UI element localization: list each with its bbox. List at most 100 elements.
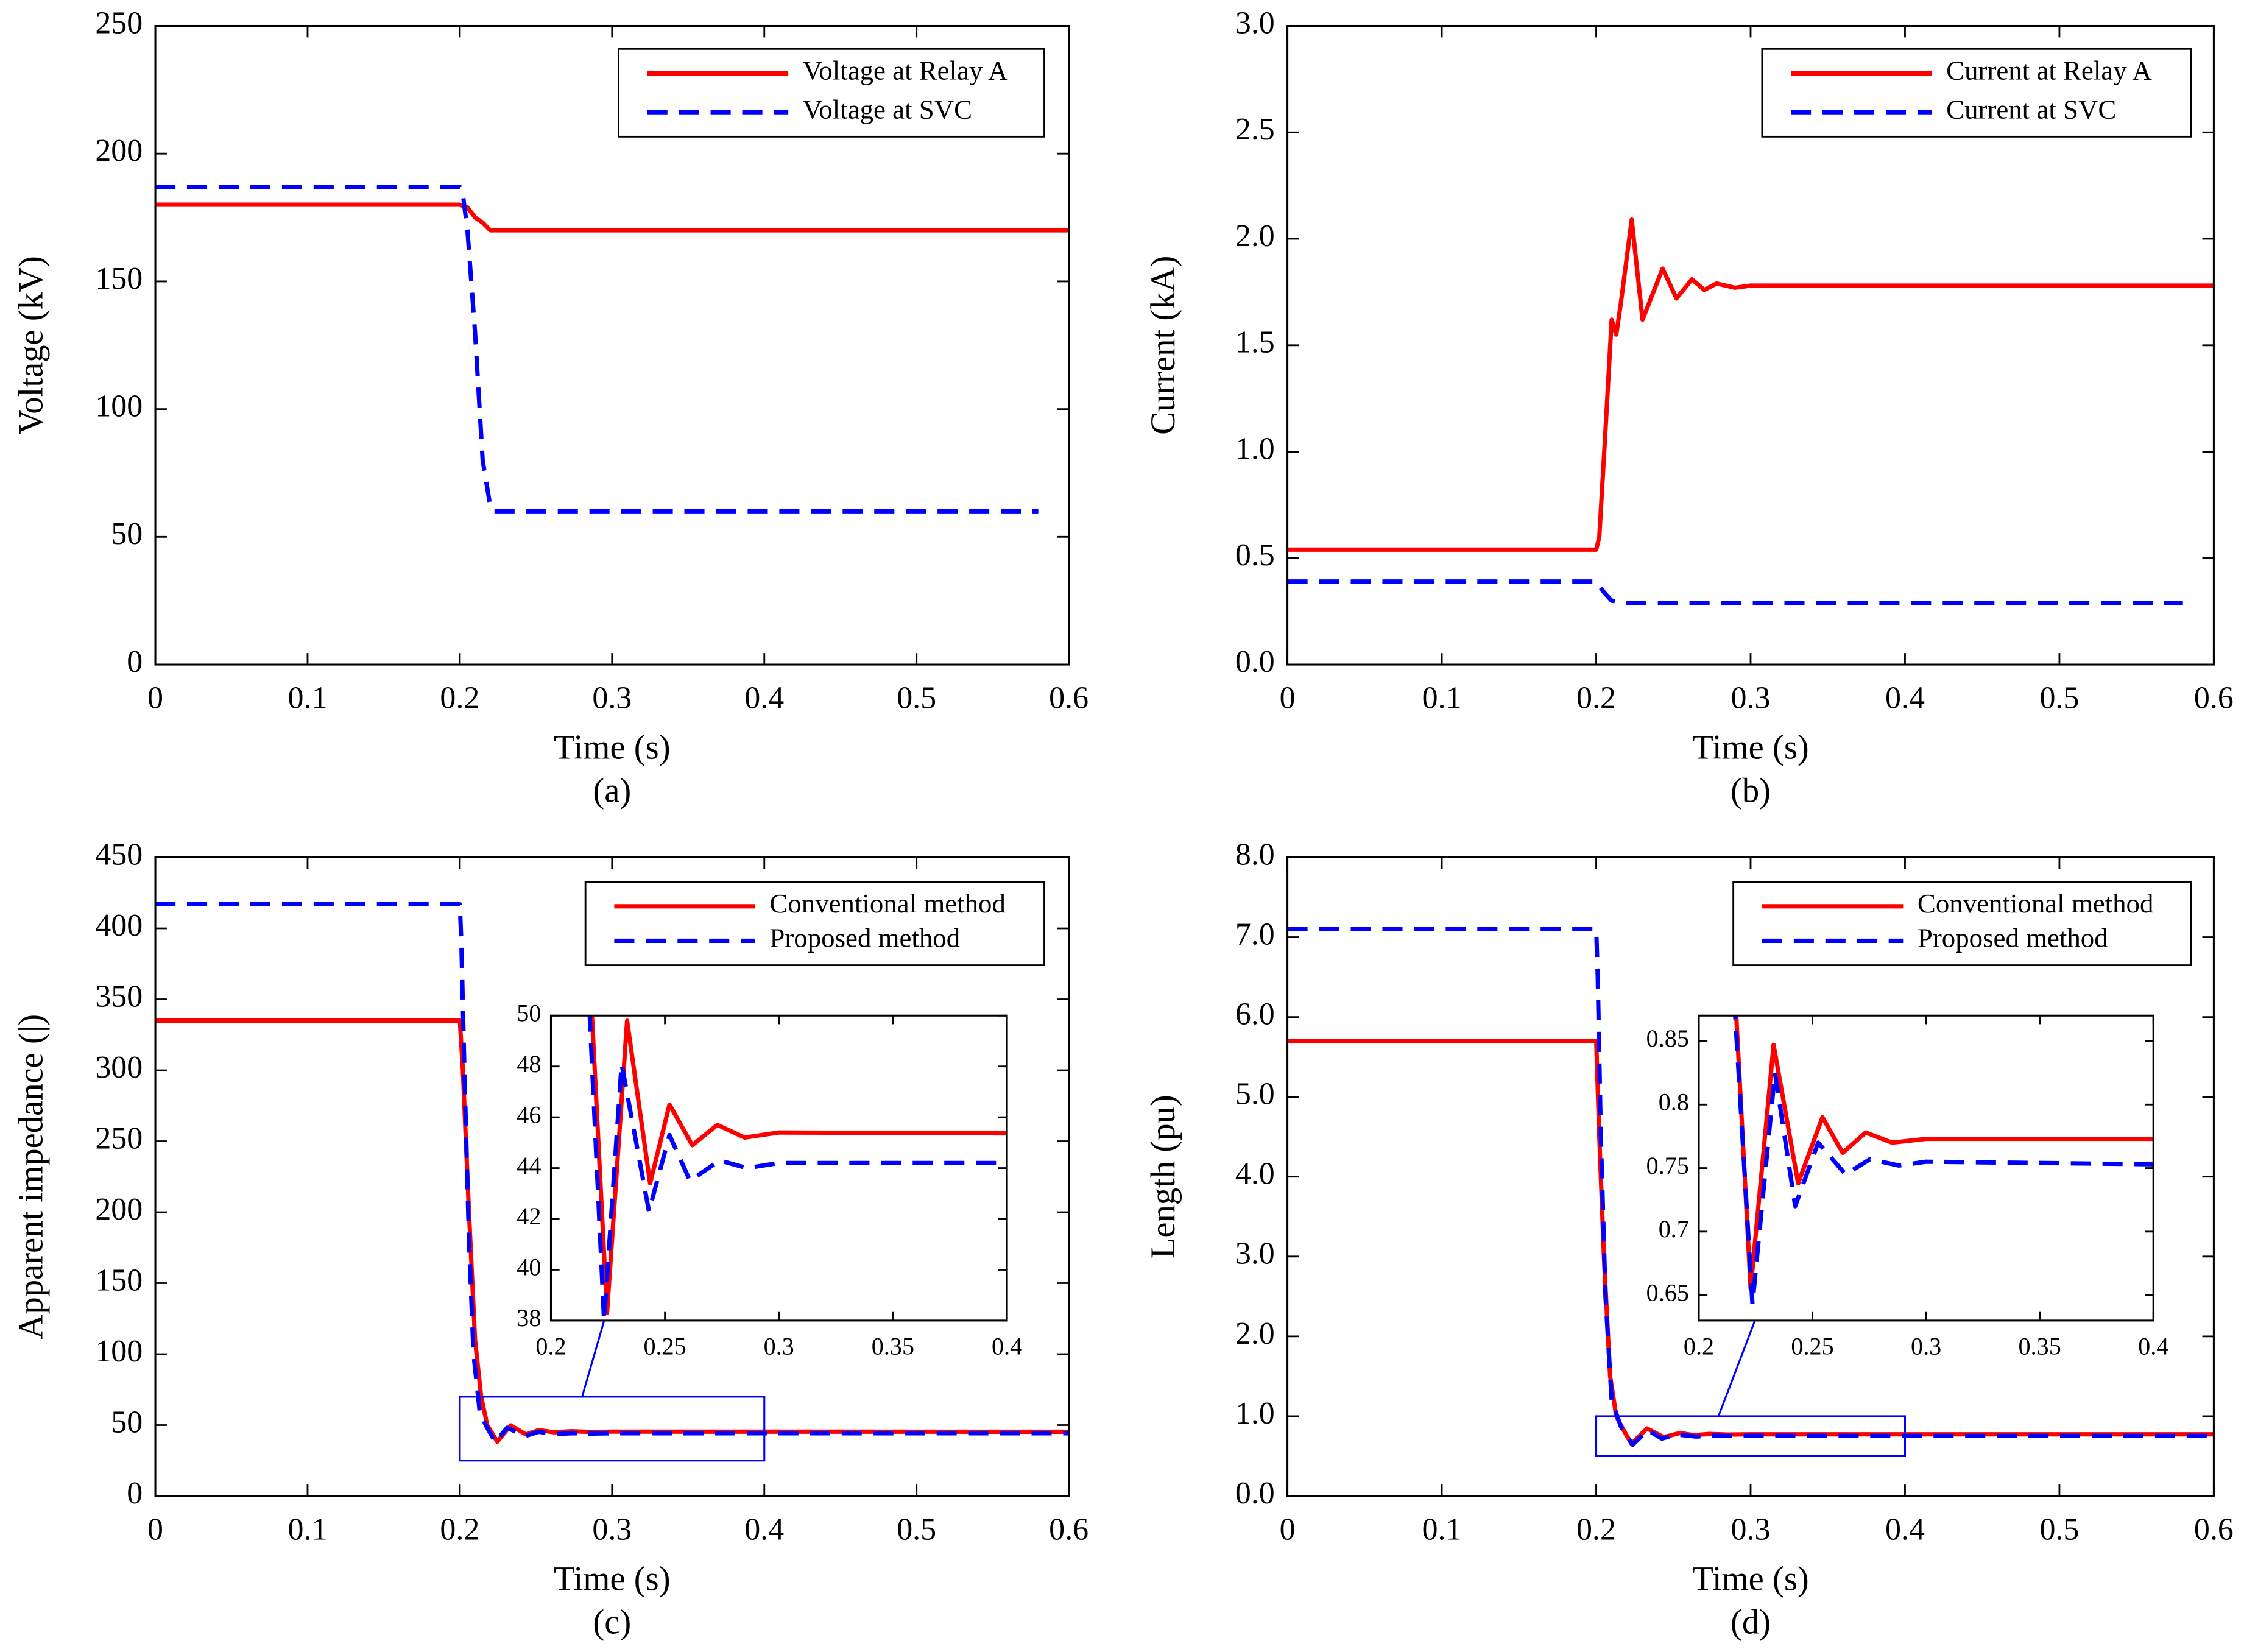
y-tick-label: 100 xyxy=(95,1334,143,1369)
y-tick-label: 44 xyxy=(517,1152,541,1179)
series-line xyxy=(155,902,1069,1445)
x-tick-label: 0.2 xyxy=(1576,681,1616,716)
x-tick-label: 0 xyxy=(147,681,163,716)
axes-frame xyxy=(1286,24,2215,666)
caption: (d) xyxy=(1731,1604,1771,1642)
x-axis-label: Time (s) xyxy=(554,729,671,767)
y-tick-label: 3.0 xyxy=(1235,5,1275,40)
x-tick-label: 0.5 xyxy=(2039,681,2079,716)
y-axis-label: Current (kA) xyxy=(1145,256,1182,435)
y-tick-label: 1.0 xyxy=(1235,431,1275,466)
y-tick-label: 3.0 xyxy=(1235,1237,1275,1271)
y-tick-label: 2.5 xyxy=(1235,112,1275,147)
axes-frame xyxy=(1698,1014,2154,1322)
y-tick-label: 0.5 xyxy=(1235,538,1275,573)
x-tick-label: 0.6 xyxy=(2194,681,2234,716)
x-tick-label: 0.4 xyxy=(1885,1513,1925,1547)
x-tick-label: 0.4 xyxy=(992,1332,1022,1360)
y-tick-label: 1.5 xyxy=(1235,325,1275,360)
y-tick-label: 0.85 xyxy=(1646,1025,1689,1052)
plot-area xyxy=(1698,1015,2154,1321)
zoom-box xyxy=(1595,1415,1906,1458)
x-tick-label: 0.4 xyxy=(2138,1332,2168,1360)
y-tick-label: 0.0 xyxy=(1235,644,1275,679)
series-line xyxy=(587,1015,1007,1321)
y-tick-label: 0.0 xyxy=(1235,1476,1275,1511)
legend-box xyxy=(584,881,1045,967)
y-tick-label: 100 xyxy=(95,389,143,424)
y-tick-label: 2.0 xyxy=(1235,219,1275,253)
axes-frame xyxy=(154,24,1070,666)
y-tick-label: 0.8 xyxy=(1659,1088,1689,1115)
legend-label: Voltage at Relay A xyxy=(803,55,1008,86)
y-tick-label: 0.7 xyxy=(1659,1215,1689,1243)
legend-label: Conventional method xyxy=(1918,888,2153,919)
caption: (a) xyxy=(593,772,631,810)
y-tick-label: 350 xyxy=(95,979,143,1014)
x-tick-label: 0.2 xyxy=(440,1513,479,1547)
x-tick-label: 0.4 xyxy=(744,1513,784,1547)
caption: (c) xyxy=(593,1604,631,1642)
zoom-connector xyxy=(581,1320,605,1397)
legend-box xyxy=(618,48,1045,138)
x-tick-label: 0.35 xyxy=(2019,1332,2061,1360)
x-tick-label: 0.3 xyxy=(1911,1332,1941,1360)
x-tick-label: 0.2 xyxy=(535,1332,566,1360)
series-line xyxy=(155,185,1039,514)
y-tick-label: 50 xyxy=(517,999,541,1026)
y-tick-label: 250 xyxy=(95,5,143,40)
series-line xyxy=(1287,217,2214,552)
x-tick-label: 0.2 xyxy=(440,681,479,716)
legend-box xyxy=(1761,48,2192,138)
x-tick-label: 0.3 xyxy=(1731,1513,1771,1547)
y-tick-label: 50 xyxy=(111,517,143,551)
plot-area xyxy=(551,1015,1007,1321)
x-tick-label: 0.4 xyxy=(1885,681,1925,716)
y-tick-label: 250 xyxy=(95,1121,143,1156)
legend-label: Current at Relay A xyxy=(1946,55,2152,86)
x-tick-label: 0.3 xyxy=(1731,681,1771,716)
y-tick-label: 48 xyxy=(517,1050,541,1078)
y-tick-label: 150 xyxy=(95,1263,143,1297)
axes-frame xyxy=(1286,856,2215,1497)
legend-label: Proposed method xyxy=(769,923,960,953)
y-axis-label: Voltage (kV) xyxy=(13,256,51,434)
y-tick-label: 6.0 xyxy=(1235,997,1275,1032)
x-tick-label: 0.5 xyxy=(897,681,936,716)
y-tick-label: 40 xyxy=(517,1254,541,1281)
x-tick-label: 0.1 xyxy=(288,1513,328,1547)
series-line xyxy=(590,1015,1007,1315)
y-tick-label: 46 xyxy=(517,1101,541,1128)
y-tick-label: 300 xyxy=(95,1050,143,1085)
y-tick-label: 200 xyxy=(95,133,143,168)
x-tick-label: 0.1 xyxy=(1422,1513,1462,1547)
y-tick-label: 0.65 xyxy=(1646,1279,1689,1306)
x-tick-label: 0.4 xyxy=(744,681,784,716)
legend-label: Voltage at SVC xyxy=(803,94,972,125)
y-tick-label: 42 xyxy=(517,1202,541,1230)
x-tick-label: 0.25 xyxy=(644,1332,686,1360)
x-tick-label: 0.3 xyxy=(764,1332,794,1360)
y-tick-label: 150 xyxy=(95,261,143,296)
y-tick-label: 7.0 xyxy=(1235,917,1275,951)
x-tick-label: 0.2 xyxy=(1684,1332,1714,1360)
y-axis-label: Length (pu) xyxy=(1145,1095,1182,1258)
y-axis-label: Apparent impedance (|) xyxy=(13,1014,51,1340)
x-tick-label: 0.1 xyxy=(1422,681,1462,716)
legend-box xyxy=(1732,881,2192,967)
x-tick-label: 0 xyxy=(147,1513,163,1547)
x-tick-label: 0 xyxy=(1280,1513,1296,1547)
x-tick-label: 0.5 xyxy=(897,1513,936,1547)
y-tick-label: 1.0 xyxy=(1235,1396,1275,1431)
x-tick-label: 0.2 xyxy=(1576,1513,1616,1547)
x-tick-label: 0.6 xyxy=(1049,681,1088,716)
x-tick-label: 0.35 xyxy=(872,1332,914,1360)
x-axis-label: Time (s) xyxy=(1692,729,1809,767)
y-tick-label: 0.75 xyxy=(1646,1152,1689,1179)
series-line xyxy=(1287,579,2183,605)
y-tick-label: 50 xyxy=(111,1405,143,1439)
y-tick-label: 38 xyxy=(517,1304,541,1332)
x-tick-label: 0 xyxy=(1280,681,1296,716)
axes-frame xyxy=(154,856,1070,1497)
